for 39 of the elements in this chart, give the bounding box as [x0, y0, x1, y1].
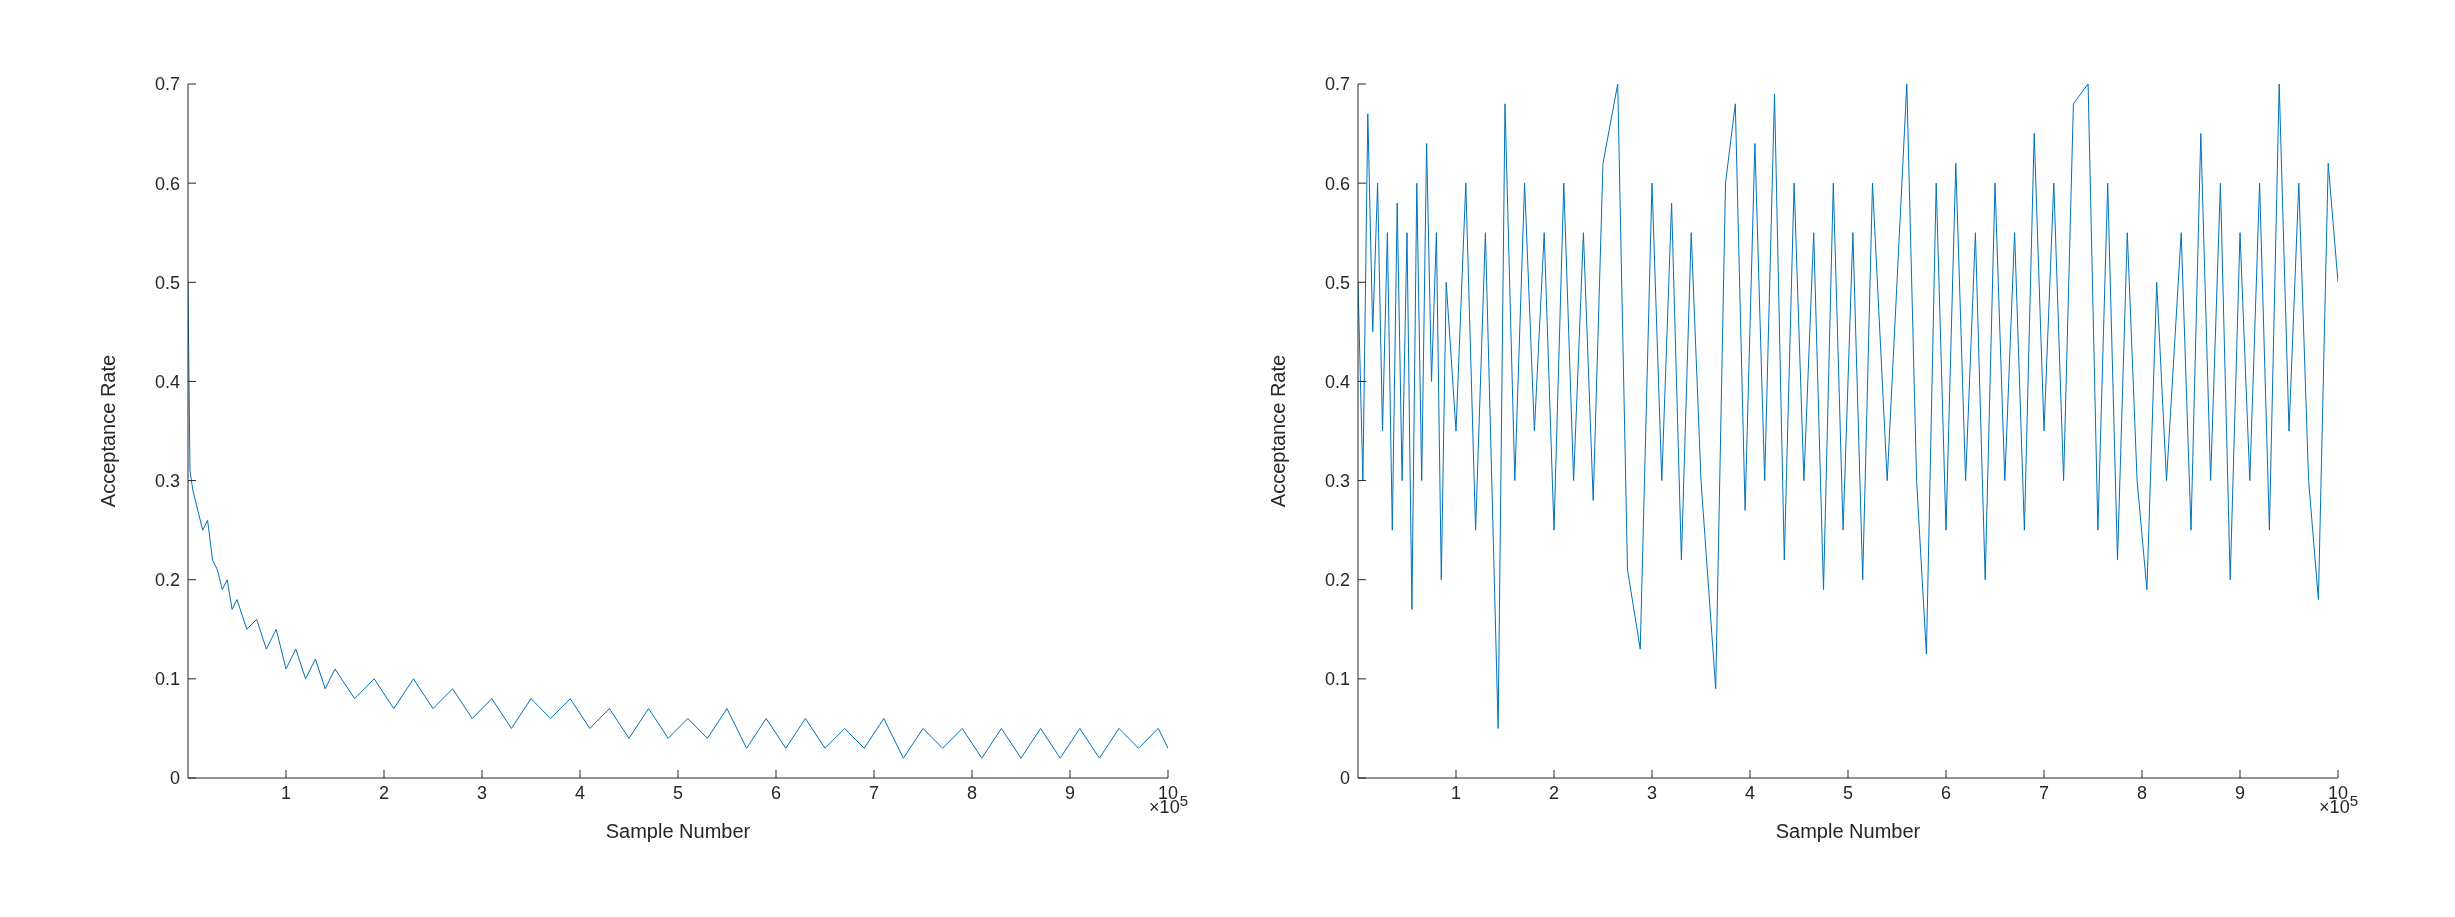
y-tick-label: 0.4: [1324, 371, 1350, 392]
x-axis-title: Sample Number: [1775, 820, 1921, 842]
x-tick-label: 3: [476, 782, 488, 803]
y-tick-label: 0.6: [1324, 173, 1350, 194]
x-tick-label: 9: [1064, 782, 1076, 803]
x-tick-label: 6: [1940, 782, 1952, 803]
y-tick-label: 0.5: [154, 272, 180, 293]
y-tick-label: 0.6: [154, 173, 180, 194]
x-tick-label: 1: [280, 782, 292, 803]
x-tick-label: 7: [868, 782, 880, 803]
y-tick-label: 0.4: [154, 371, 180, 392]
y-tick-label: 0: [1339, 768, 1350, 789]
y-tick-label: 0.7: [154, 74, 180, 95]
x-tick-label: 4: [1744, 782, 1756, 803]
x-tick-label: 2: [1548, 782, 1560, 803]
y-tick-label: 0.3: [1324, 470, 1350, 491]
y-tick-label: 0.2: [1324, 570, 1350, 591]
x-tick-label: 5: [672, 782, 684, 803]
y-axis-title: Acceptance Rate: [1267, 354, 1290, 508]
y-tick-label: 0: [169, 768, 180, 789]
y-tick-label: 0.7: [1324, 74, 1350, 95]
x-axis-title: Sample Number: [605, 820, 751, 842]
y-tick-label: 0.2: [154, 570, 180, 591]
x-tick-label: 5: [1842, 782, 1854, 803]
y-tick-label: 0.1: [154, 669, 180, 690]
y-tick-label: 0.1: [1324, 669, 1350, 690]
x-tick-label: 1: [1450, 782, 1462, 803]
x-tick-label: 2: [378, 782, 390, 803]
y-tick-label: 0.3: [154, 470, 180, 491]
x-tick-label: 9: [2234, 782, 2246, 803]
y-axis-title: Acceptance Rate: [97, 354, 120, 508]
x-tick-label: 3: [1646, 782, 1658, 803]
y-tick-label: 0.5: [1324, 272, 1350, 293]
x-tick-label: 4: [574, 782, 586, 803]
x-tick-label: 8: [966, 782, 978, 803]
x-tick-label: 6: [770, 782, 782, 803]
x-tick-label: 7: [2038, 782, 2050, 803]
x-tick-label: 8: [2136, 782, 2148, 803]
line-series: [1358, 84, 2338, 729]
